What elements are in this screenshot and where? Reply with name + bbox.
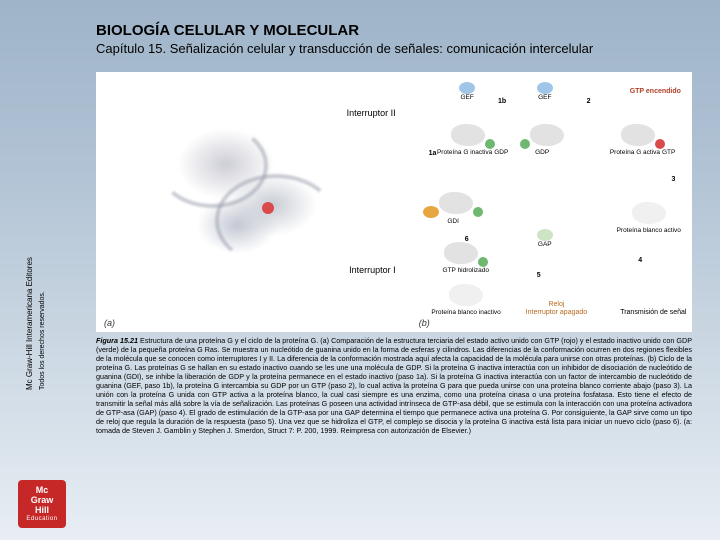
- gef-bound-node: GDP: [520, 124, 564, 157]
- g-inactiva-top: Proteína G inactiva GDP: [437, 124, 508, 157]
- publisher-logo: Mc Graw Hill Education: [18, 480, 66, 528]
- panel-a: Interruptor II Interruptor I (a): [96, 72, 415, 332]
- step-3: 3: [671, 176, 675, 184]
- switch-2-label: Interruptor II: [347, 108, 396, 118]
- gap-node: GAP: [537, 229, 553, 249]
- page-subtitle: Capítulo 15. Señalización celular y tran…: [96, 41, 692, 56]
- page-title: BIOLOGÍA CELULAR Y MOLECULAR: [96, 22, 692, 39]
- step-4: 4: [638, 257, 642, 265]
- protein-ribbon: [134, 93, 364, 296]
- gtp-hidrolizado-node: GTP hidrolizado: [443, 242, 490, 275]
- g-activa-node: Proteína G activa GTP: [610, 124, 676, 157]
- step-5: 5: [537, 272, 541, 280]
- step-1b: 1b: [498, 98, 506, 106]
- step-2: 2: [587, 98, 591, 106]
- figure-title: Estructura de una proteína G y el ciclo …: [140, 336, 318, 345]
- publisher-text: Mc Graw-Hill Interamericana Editores: [25, 257, 34, 390]
- blanco-activo-node: Proteína blanco activo: [617, 202, 681, 234]
- switch-1-label: Interruptor I: [349, 265, 396, 275]
- figure-body: (a) Comparación de la estructura terciar…: [96, 336, 692, 435]
- panel-b: GEF GEF GTP encendido 1a 1b 2 3 4 5 6 Pr…: [415, 72, 692, 332]
- panel-b-label: (b): [419, 318, 430, 328]
- logo-line3: Hill: [18, 506, 66, 516]
- figure-area: Interruptor II Interruptor I (a) GEF GEF…: [96, 72, 692, 332]
- gef-node-1: GEF: [459, 82, 475, 102]
- transmision-label: Transmisión de señal: [620, 309, 686, 317]
- gdi-node: GDI: [423, 192, 483, 226]
- reloj-label: Reloj Interruptor apagado: [526, 301, 588, 316]
- step-1a: 1a: [429, 150, 437, 158]
- blanco-inactivo-node: Proteína blanco inactivo: [431, 284, 500, 316]
- gef-node-2: GEF: [537, 82, 553, 102]
- rights-text: Todos los derechos reservados.: [39, 291, 46, 390]
- header: BIOLOGÍA CELULAR Y MOLECULAR Capítulo 15…: [0, 0, 720, 62]
- gtp-encendido-label: GTP encendido: [630, 88, 681, 96]
- figure-caption: Figura 15.21 Estructura de una proteína …: [96, 336, 692, 435]
- logo-edu: Education: [18, 516, 66, 523]
- panel-a-label: (a): [104, 318, 115, 328]
- nucleotide-sphere: [262, 202, 274, 214]
- figure-number: Figura 15.21: [96, 336, 138, 345]
